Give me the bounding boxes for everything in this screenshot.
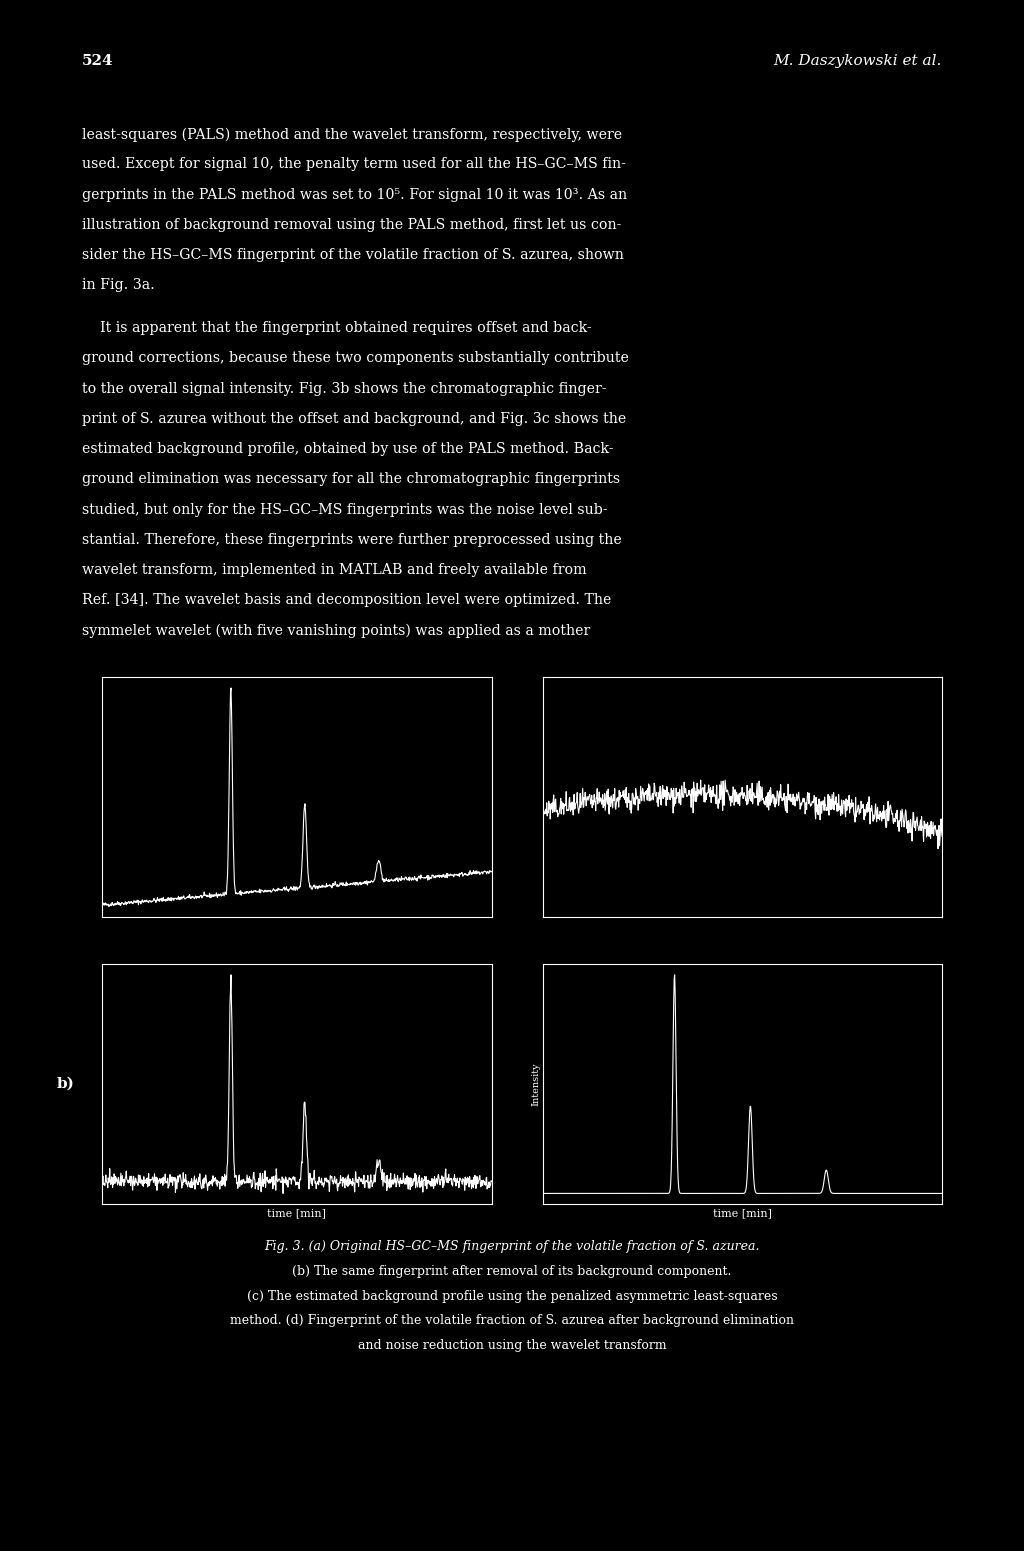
X-axis label: time [min]: time [min] — [267, 1208, 327, 1219]
Text: M. Daszykowski et al.: M. Daszykowski et al. — [774, 54, 942, 68]
Y-axis label: Intensity: Intensity — [530, 1062, 540, 1106]
Text: Ref. [34]. The wavelet basis and decomposition level were optimized. The: Ref. [34]. The wavelet basis and decompo… — [82, 592, 611, 608]
Text: b): b) — [56, 1076, 74, 1092]
Text: in Fig. 3a.: in Fig. 3a. — [82, 279, 155, 293]
Text: used. Except for signal 10, the penalty term used for all the HS–GC–MS fin-: used. Except for signal 10, the penalty … — [82, 157, 626, 172]
Text: gerprints in the PALS method was set to 10⁵. For signal 10 it was 10³. As an: gerprints in the PALS method was set to … — [82, 188, 627, 202]
Text: ground elimination was necessary for all the chromatographic fingerprints: ground elimination was necessary for all… — [82, 473, 621, 487]
X-axis label: time [min]: time [min] — [713, 1208, 772, 1219]
Text: least-squares (PALS) method and the wavelet transform, respectively, were: least-squares (PALS) method and the wave… — [82, 127, 622, 141]
Text: Fig. 3. (a) Original HS–GC–MS fingerprint of the volatile fraction of S. azurea.: Fig. 3. (a) Original HS–GC–MS fingerprin… — [264, 1241, 760, 1253]
Text: estimated background profile, obtained by use of the PALS method. Back-: estimated background profile, obtained b… — [82, 442, 613, 456]
Text: print of S. azurea without the offset and background, and Fig. 3c shows the: print of S. azurea without the offset an… — [82, 411, 626, 427]
Text: studied, but only for the HS–GC–MS fingerprints was the noise level sub-: studied, but only for the HS–GC–MS finge… — [82, 503, 607, 516]
Text: It is apparent that the fingerprint obtained requires offset and back-: It is apparent that the fingerprint obta… — [82, 321, 592, 335]
Text: ground corrections, because these two components substantially contribute: ground corrections, because these two co… — [82, 351, 629, 366]
Text: method. (d) Fingerprint of the volatile fraction of S. azurea after background e: method. (d) Fingerprint of the volatile … — [230, 1315, 794, 1328]
Text: sider the HS–GC–MS fingerprint of the volatile fraction of S. azurea, shown: sider the HS–GC–MS fingerprint of the vo… — [82, 248, 624, 262]
Text: wavelet transform, implemented in MATLAB and freely available from: wavelet transform, implemented in MATLAB… — [82, 563, 587, 577]
Text: symmelet wavelet (with five vanishing points) was applied as a mother: symmelet wavelet (with five vanishing po… — [82, 624, 590, 637]
Text: 524: 524 — [82, 54, 114, 68]
Text: stantial. Therefore, these fingerprints were further preprocessed using the: stantial. Therefore, these fingerprints … — [82, 532, 622, 548]
Text: (b) The same fingerprint after removal of its background component.: (b) The same fingerprint after removal o… — [292, 1266, 732, 1278]
Text: and noise reduction using the wavelet transform: and noise reduction using the wavelet tr… — [357, 1340, 667, 1352]
Text: to the overall signal intensity. Fig. 3b shows the chromatographic finger-: to the overall signal intensity. Fig. 3b… — [82, 382, 606, 396]
Text: illustration of background removal using the PALS method, first let us con-: illustration of background removal using… — [82, 217, 622, 233]
Text: (c) The estimated background profile using the penalized asymmetric least-square: (c) The estimated background profile usi… — [247, 1290, 777, 1303]
